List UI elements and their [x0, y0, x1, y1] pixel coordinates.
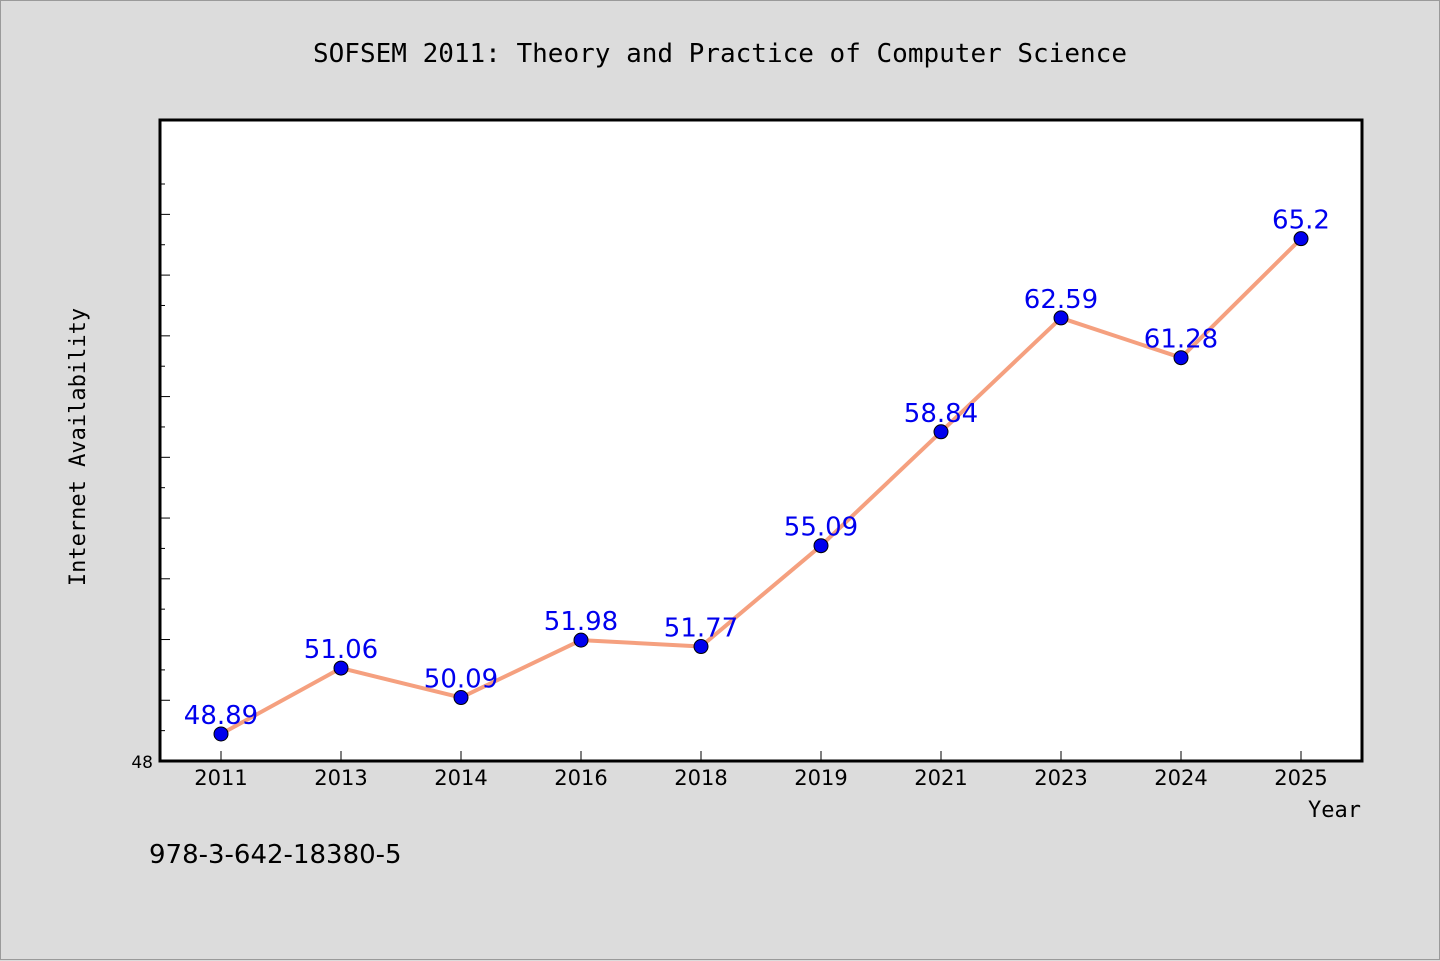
x-tick-label: 2011	[194, 766, 247, 790]
data-point	[933, 424, 949, 440]
data-point	[213, 726, 229, 742]
data-label: 62.59	[1024, 285, 1098, 315]
data-point	[453, 690, 469, 706]
x-tick-label: 2016	[554, 766, 607, 790]
data-point	[1293, 231, 1309, 247]
chart-title: SOFSEM 2011: Theory and Practice of Comp…	[313, 39, 1127, 69]
footer-note: 978-3-642-18380-5	[149, 840, 402, 870]
x-tick-label: 2019	[794, 766, 847, 790]
data-point	[573, 632, 589, 648]
data-point	[1053, 310, 1069, 326]
x-tick-label: 2024	[1154, 766, 1207, 790]
x-tick-label: 2013	[314, 766, 367, 790]
y-tick-label: 48	[131, 753, 153, 773]
data-labels: 48.89 51.06 50.09 51.98 51.77 55.09 58.84 62.59…	[184, 206, 1330, 731]
data-point	[693, 639, 709, 655]
data-point	[333, 660, 349, 676]
x-axis-label: Year	[1308, 798, 1361, 823]
x-tick-label: 2021	[914, 766, 967, 790]
series-line	[219, 236, 1303, 736]
series-line-group	[219, 236, 1303, 736]
data-label: 51.77	[664, 614, 738, 644]
y-axis-label: Internet Availability	[66, 308, 91, 586]
data-label: 50.09	[424, 665, 498, 695]
y-axis-ticks	[160, 183, 170, 762]
data-markers	[213, 231, 1309, 742]
x-axis-ticks: 2011 2013 2014 2016 2018 2019 2021 2023 2024 2025	[194, 751, 1328, 790]
data-point	[1173, 350, 1189, 366]
x-tick-label: 2018	[674, 766, 727, 790]
data-label: 51.06	[304, 635, 378, 665]
x-tick-label: 2025	[1274, 766, 1327, 790]
data-label: 48.89	[184, 701, 258, 731]
data-label: 58.84	[904, 399, 978, 429]
data-label: 61.28	[1144, 325, 1218, 355]
plot-area	[158, 118, 1364, 763]
x-tick-label: 2023	[1034, 766, 1087, 790]
data-point	[813, 538, 829, 554]
data-label: 51.98	[544, 607, 618, 637]
data-label: 55.09	[784, 513, 858, 543]
x-tick-label: 2014	[434, 766, 487, 790]
data-label: 65.2	[1272, 206, 1330, 236]
